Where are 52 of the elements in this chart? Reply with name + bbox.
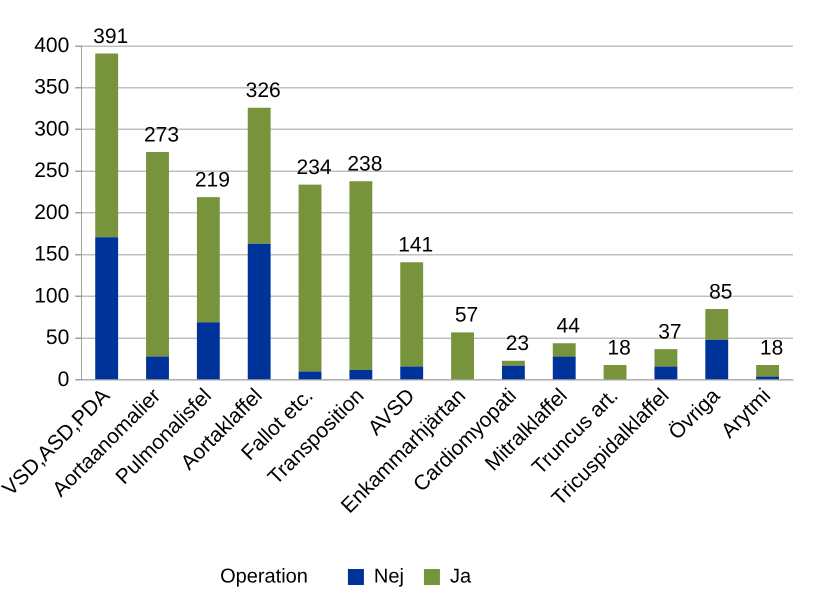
bar (196, 197, 220, 322)
total-label: 141 (398, 234, 434, 257)
y-tick-label: 250 (34, 159, 70, 182)
bar (756, 364, 780, 377)
bar (400, 366, 424, 380)
total-label: 326 (246, 79, 281, 102)
total-label: 391 (93, 24, 128, 48)
bar (349, 181, 372, 370)
bar (654, 366, 678, 380)
bar (502, 366, 525, 380)
y-tick-label: 0 (58, 368, 70, 391)
bar (196, 322, 220, 380)
bar (95, 54, 118, 238)
total-label: 44 (556, 314, 580, 338)
y-tick-label: 300 (34, 117, 70, 140)
total-label: 219 (194, 168, 230, 192)
bar (451, 332, 474, 380)
total-label: 18 (607, 336, 631, 360)
bar (248, 108, 271, 244)
y-tick-label: 350 (34, 76, 70, 99)
bar (95, 237, 118, 380)
bar (400, 262, 424, 367)
bar (146, 152, 169, 357)
total-label: 37 (658, 320, 682, 344)
bar (654, 349, 678, 367)
bar (604, 364, 626, 380)
total-label: 18 (760, 336, 784, 360)
bar (705, 309, 728, 340)
bar (298, 372, 322, 380)
bar (248, 244, 271, 380)
total-label: 238 (347, 152, 382, 176)
total-label: 57 (454, 304, 478, 327)
bar (705, 340, 728, 380)
bar (552, 356, 576, 380)
legend-title: Operation (220, 566, 308, 588)
bar (756, 376, 780, 380)
y-tick-label: 100 (34, 284, 70, 308)
total-label: 273 (144, 123, 180, 146)
bar (552, 343, 576, 357)
legend-label: Nej (374, 566, 404, 588)
legend-label: Ja (450, 566, 472, 588)
y-tick-label: 400 (34, 34, 70, 57)
total-label: 234 (296, 156, 332, 179)
bar (349, 370, 372, 380)
bar (502, 360, 525, 366)
y-tick-label: 200 (34, 200, 70, 224)
total-label: 85 (709, 280, 732, 304)
y-tick-label: 150 (34, 242, 70, 266)
bar (298, 184, 322, 372)
y-tick-label: 50 (46, 326, 70, 350)
bar (146, 356, 169, 380)
total-label: 23 (506, 332, 530, 356)
